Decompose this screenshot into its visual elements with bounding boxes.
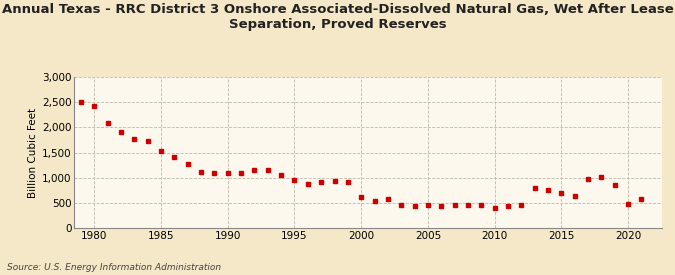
Y-axis label: Billion Cubic Feet: Billion Cubic Feet: [28, 108, 38, 198]
Text: Annual Texas - RRC District 3 Onshore Associated-Dissolved Natural Gas, Wet Afte: Annual Texas - RRC District 3 Onshore As…: [1, 3, 674, 31]
Text: Source: U.S. Energy Information Administration: Source: U.S. Energy Information Administ…: [7, 263, 221, 272]
